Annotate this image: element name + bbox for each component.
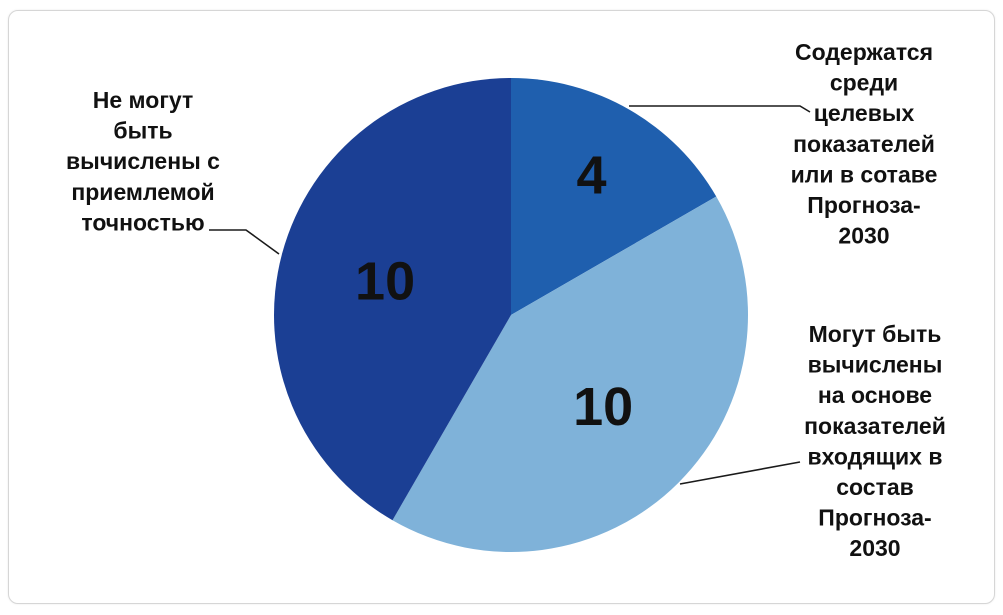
callout-line: целевых	[814, 100, 915, 126]
slice-value-labels: 4 10 10	[355, 145, 633, 437]
callout-line: входящих в	[808, 443, 943, 469]
callout-line: Прогноза-	[807, 192, 920, 218]
leader-line-1	[679, 461, 801, 485]
slice-value-label-2: 10	[355, 251, 415, 311]
callout-line: среди	[830, 70, 898, 96]
callout-line: точностью	[81, 209, 204, 235]
callout-line: показателей	[804, 413, 946, 439]
callout-line: 2030	[849, 535, 900, 561]
callout-line: Не могут	[93, 87, 193, 113]
callout-line: вычислены	[808, 352, 943, 378]
callout-label-1: Могут быть вычислены на основе показателей в…	[804, 321, 946, 561]
leader-lines	[209, 105, 811, 485]
pie-slice-1	[392, 196, 749, 552]
pie-slice-0	[511, 78, 717, 315]
callout-label-0: Содержатся среди целевых показателей или в с…	[791, 39, 938, 249]
callout-line: состав	[836, 474, 914, 500]
callout-line: на основе	[818, 382, 932, 408]
slice-value-label-1: 10	[573, 377, 633, 437]
slice-value-label-0: 4	[577, 145, 607, 205]
callout-line: 2030	[838, 223, 889, 249]
callout-label-2: Не могут быть вычислены с приемлемой точност…	[66, 87, 220, 235]
leader-line-0	[629, 105, 811, 113]
callout-line: приемлемой	[71, 179, 214, 205]
callout-line: быть	[113, 118, 172, 144]
callout-line: Содержатся	[795, 39, 933, 65]
pie-slice-2	[274, 78, 511, 521]
callout-line: показателей	[793, 131, 935, 157]
callout-line: Прогноза-	[818, 505, 931, 531]
callout-line: вычислены с	[66, 148, 220, 174]
callout-line: Могут быть	[809, 321, 942, 347]
pie-slices	[274, 78, 749, 552]
callout-labels: Содержатся среди целевых показателей или в с…	[66, 39, 946, 561]
leader-line-2	[209, 229, 280, 255]
callout-line: или в сотаве	[791, 161, 938, 187]
